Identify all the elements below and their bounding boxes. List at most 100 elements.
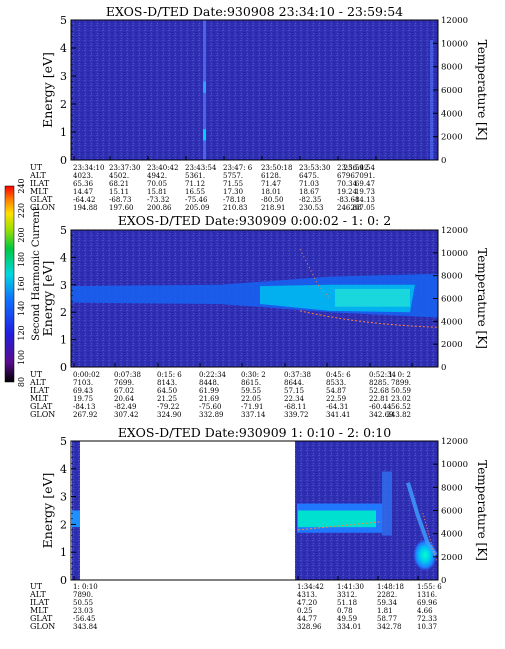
colorbar-tick-label: 200 (17, 227, 26, 242)
y2-tick-label: 2000 (441, 133, 463, 143)
y2-tick-label: 6000 (441, 507, 463, 517)
y2-tick-label: 8000 (441, 63, 463, 73)
y-tick-label: 3 (60, 70, 67, 83)
colorbar-tick-label: 180 (17, 252, 26, 267)
table-cell: 22.81 (369, 395, 389, 403)
table-cell: 61.99 (199, 387, 219, 395)
table-row-label: MLT (30, 187, 49, 196)
table-cell: 7091. (355, 172, 375, 180)
table-cell: 22.59 (326, 395, 346, 403)
colorbar-tick-label: 100 (17, 350, 26, 365)
table-cell: 0.78 (337, 607, 353, 615)
table-cell: 71.47 (261, 180, 281, 188)
table-cell: -75.60 (199, 403, 221, 411)
table-cell: 47.20 (297, 599, 317, 607)
table-cell: 4023. (73, 172, 93, 180)
table-cell: -56.45 (73, 615, 95, 623)
table-cell: 1316. (417, 591, 437, 599)
table-cell: -64.42 (73, 196, 95, 204)
y-tick-label: 0 (60, 154, 67, 167)
y2-tick-label: 4000 (441, 317, 463, 327)
y-tick-label: 1 (60, 334, 67, 347)
y-tick-label: 5 (60, 14, 67, 27)
table-cell: 200.86 (147, 204, 172, 212)
table-row-label: MLT (30, 606, 49, 615)
table-cell: 343.82 (387, 411, 412, 419)
table-cell: 0:07:38 (114, 371, 141, 379)
table-cell: 23:34:10 (73, 164, 104, 172)
y-tick-label: 5 (60, 224, 67, 237)
table-cell: 4313. (297, 591, 317, 599)
colorbar-tick-label: 220 (17, 203, 26, 218)
y2-tick-label: 10000 (441, 39, 468, 49)
table-cell: 71.55 (223, 180, 243, 188)
table-cell: 23:47: 6 (223, 164, 253, 172)
table-cell: -68.11 (284, 403, 306, 411)
table-cell: 21.25 (157, 395, 177, 403)
table-cell: 14.47 (73, 188, 93, 196)
table-cell: 341.41 (326, 411, 351, 419)
table-cell: 50.59 (391, 387, 411, 395)
table-cell: 342.78 (377, 623, 402, 631)
table-cell: 19.75 (73, 395, 93, 403)
table-cell: 0:45: 6 (326, 371, 351, 379)
table-cell: 6796. (337, 172, 357, 180)
table-cell: 19.24 (337, 188, 358, 196)
table-cell: 7699. (114, 379, 134, 387)
table-cell: 337.14 (241, 411, 266, 419)
low-energy-blob (413, 538, 437, 571)
y-tick-label: 5 (60, 435, 67, 448)
table-cell: 23.03 (73, 607, 93, 615)
table-cell: -68.73 (109, 196, 131, 204)
table-cell: 15.81 (147, 188, 167, 196)
table-cell: 343.84 (73, 623, 98, 631)
table-cell: 23:37:30 (109, 164, 140, 172)
table-cell: 0.25 (297, 607, 313, 615)
panel-title: EXOS-D/TED Date:930908 23:34:10 - 23:59:… (106, 4, 403, 19)
table-row-label: ILAT (30, 598, 50, 607)
table-cell: 246.88 (337, 204, 362, 212)
table-cell: -84.13 (353, 196, 375, 204)
table-cell: 194.88 (73, 204, 98, 212)
table-cell: 23.02 (391, 395, 411, 403)
colorbar-label: Second Harmonic Current (31, 207, 42, 341)
y2-tick-label: 4000 (441, 530, 463, 540)
y-tick-label: 0 (60, 574, 67, 587)
table-cell: 307.42 (114, 411, 139, 419)
table-cell: 18.01 (261, 188, 281, 196)
y-axis-label: Energy [eV] (40, 261, 55, 337)
table-row-label: ALT (29, 590, 46, 599)
spectrogram-body (71, 20, 438, 160)
y-tick-label: 1 (60, 126, 67, 139)
y2-tick-label: 0 (441, 363, 446, 373)
table-cell: 0:52:34 (369, 371, 397, 379)
energy-band-edge (382, 471, 392, 536)
table-cell: 23:40:42 (147, 164, 178, 172)
table-cell: 8143. (157, 379, 177, 387)
y-tick-label: 2 (60, 518, 67, 531)
table-row-label: ALT (29, 171, 46, 180)
y2-tick-label: 10000 (441, 249, 468, 259)
panel-2: EXOS-D/TED Date:930909 0:00:02 - 1: 0: 2… (29, 213, 489, 419)
table-cell: 210.83 (223, 204, 248, 212)
table-cell: -73.32 (147, 196, 169, 204)
table-cell: 332.89 (199, 411, 224, 419)
y-axis-label: Energy [eV] (40, 52, 55, 128)
y-tick-label: 3 (60, 279, 67, 292)
panel-title: EXOS-D/TED Date:930909 1: 0:10 - 2: 0:10 (118, 425, 391, 440)
temperature-trace (299, 310, 439, 328)
y-tick-label: 4 (60, 251, 67, 264)
table-cell: 72.33 (417, 615, 437, 623)
energy-band-core (298, 510, 376, 528)
table-cell: 59.55 (241, 387, 261, 395)
table-cell: 1:48:18 (377, 583, 404, 591)
energy-band-peak (335, 288, 410, 307)
table-cell: 4.66 (417, 607, 433, 615)
table-cell: 4502. (109, 172, 129, 180)
table-cell: 67.02 (114, 387, 134, 395)
table-row-label: UT (30, 163, 43, 172)
table-cell: 49.59 (337, 615, 357, 623)
y2-tick-label: 6000 (441, 295, 463, 305)
y-tick-label: 4 (60, 42, 67, 55)
table-cell: 0:00:02 (73, 371, 100, 379)
